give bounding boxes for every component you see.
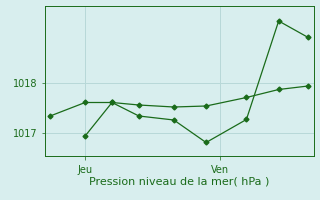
X-axis label: Pression niveau de la mer( hPa ): Pression niveau de la mer( hPa ): [89, 176, 269, 186]
